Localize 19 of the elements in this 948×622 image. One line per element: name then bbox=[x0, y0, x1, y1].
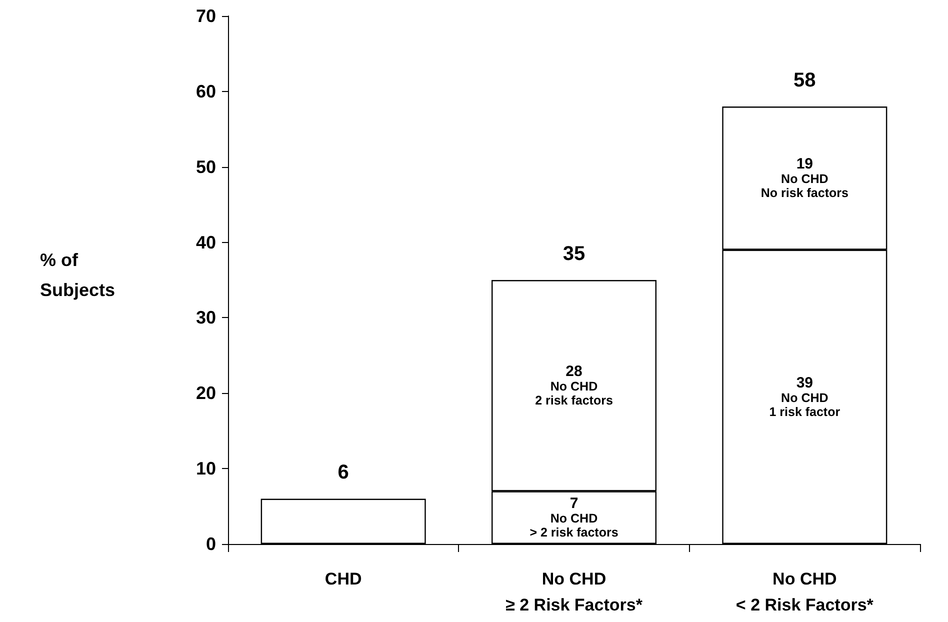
y-tick-label: 10 bbox=[196, 458, 216, 479]
y-tick-label: 40 bbox=[196, 232, 216, 252]
x-tick-label: CHD bbox=[324, 570, 362, 588]
y-axis-title: % of Subjects bbox=[40, 250, 116, 300]
y-tick-label: 20 bbox=[196, 383, 216, 404]
y-tick-label: 70 bbox=[196, 6, 216, 26]
total-label: 58 bbox=[794, 70, 816, 92]
x-tick-label: No CHD < 2 Risk Factors* bbox=[736, 570, 874, 614]
data-label: 28 No CHD 2 risk factors bbox=[535, 363, 613, 408]
data-label: 7 No CHD > 2 risk factors bbox=[530, 495, 618, 540]
total-label: 35 bbox=[562, 243, 586, 265]
y-tick-label: 50 bbox=[196, 156, 216, 177]
x-tick-label: No CHD ≥ 2 Risk Factors* bbox=[506, 570, 643, 614]
y-tick-label: 0 bbox=[206, 534, 216, 554]
data-label: 39 No CHD 1 risk factor bbox=[769, 374, 840, 419]
y-tick-label: 30 bbox=[196, 308, 216, 328]
data-label: 19 No CHD No risk factors bbox=[760, 156, 848, 200]
total-label: 6 bbox=[338, 462, 349, 484]
y-tick-label: 60 bbox=[196, 81, 216, 102]
